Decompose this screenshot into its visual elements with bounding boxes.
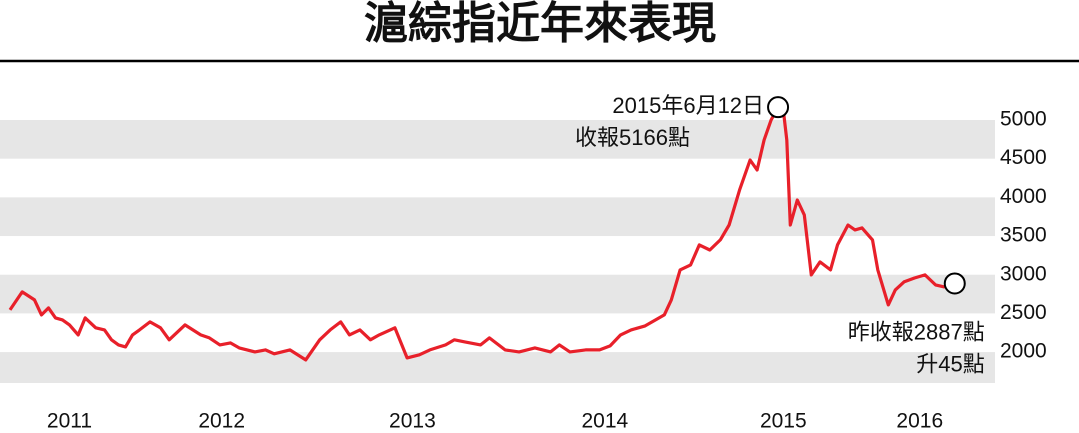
- y-tick-label: 3000: [1000, 262, 1047, 285]
- x-tick-label: 2015: [760, 410, 807, 433]
- y-tick-label: 5000: [1000, 108, 1047, 131]
- x-tick-label: 2012: [198, 410, 245, 433]
- annotation-marker: [767, 96, 790, 119]
- y-tick-label: 2500: [1000, 301, 1047, 324]
- y-tick-label: 4500: [1000, 146, 1047, 169]
- bands: [0, 120, 995, 383]
- y-tick-label: 2000: [1000, 340, 1047, 363]
- x-tick-label: 2016: [896, 410, 943, 433]
- annotation-text: 升45點: [916, 351, 984, 376]
- annotation-text: 收報5166點: [575, 125, 690, 150]
- grid-band: [0, 120, 995, 159]
- y-tick-label: 3500: [1000, 224, 1047, 247]
- annotation-marker: [943, 272, 966, 295]
- y-tick-label: 4000: [1000, 185, 1047, 208]
- grid-band: [0, 274, 995, 314]
- grid-band: [0, 352, 995, 383]
- x-tick-label: 2013: [389, 410, 436, 433]
- x-tick-label: 2014: [581, 410, 628, 433]
- grid-band: [0, 197, 995, 237]
- annotation-text: 2015年6月12日: [612, 93, 764, 118]
- data-line: [8, 105, 956, 362]
- chart-title: 滬綜指近年來表現: [364, 0, 716, 48]
- annotation-text: 昨收報2887點: [848, 319, 985, 344]
- x-tick-label: 2011: [47, 410, 92, 433]
